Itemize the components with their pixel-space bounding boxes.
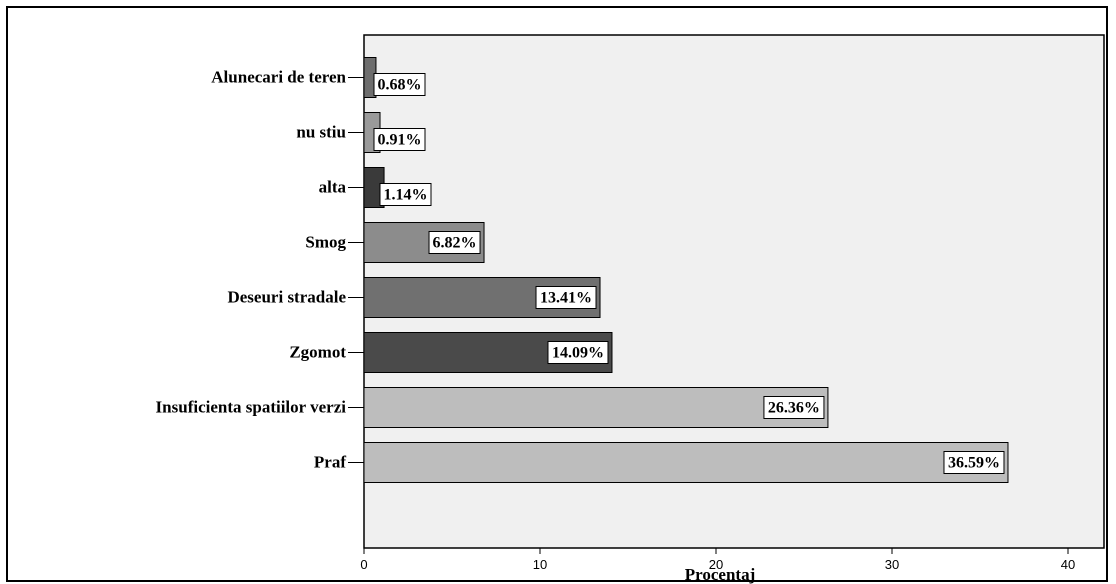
data-label-7: 36.59% xyxy=(948,455,1000,472)
category-label-3: Smog xyxy=(305,233,346,252)
category-label-6: Insuficienta spatiilor verzi xyxy=(156,398,347,417)
category-labels-layer: Alunecari de teren nu stiu alta Smog Deseuri… xyxy=(156,68,364,472)
data-label-2: 1.14% xyxy=(384,187,428,204)
x-tick-label-0: 0 xyxy=(360,557,367,572)
category-label-4: Deseuri stradale xyxy=(227,288,346,307)
data-label-4: 13.41% xyxy=(540,290,592,307)
x-ticks-layer: 0 10 20 30 40 xyxy=(360,548,1075,572)
category-label-1: nu stiu xyxy=(296,123,346,142)
data-label-6: 26.36% xyxy=(768,400,820,417)
x-tick-label-3: 30 xyxy=(885,557,899,572)
data-label-box-4 xyxy=(535,286,597,309)
x-axis-title: Procentaj xyxy=(685,565,756,584)
data-label-box-1 xyxy=(373,128,426,151)
data-label-5: 14.09% xyxy=(552,345,604,362)
data-label-1: 0.91% xyxy=(378,132,422,149)
category-label-0: Alunecari de teren xyxy=(211,68,346,87)
data-label-0: 0.68% xyxy=(378,77,422,94)
data-label-box-2 xyxy=(379,183,432,206)
x-tick-label-2: 20 xyxy=(709,557,723,572)
x-tick-label-4: 40 xyxy=(1061,557,1075,572)
data-label-box-5 xyxy=(547,341,609,364)
category-label-5: Zgomot xyxy=(289,343,346,362)
data-label-box-0 xyxy=(373,73,426,96)
bar-7 xyxy=(363,442,1009,483)
x-tick-label-1: 10 xyxy=(533,557,547,572)
category-label-2: alta xyxy=(319,178,347,197)
data-label-box-6 xyxy=(763,396,825,419)
bar-6 xyxy=(363,387,829,428)
data-labels-layer: 0.68% 0.91% 1.14% 6.82% 13.41% 14.09% 26.36% 36… xyxy=(373,73,1005,474)
data-label-3: 6.82% xyxy=(433,235,477,252)
category-label-7: Praf xyxy=(314,453,346,472)
data-label-box-3 xyxy=(428,231,481,254)
bars-layer xyxy=(363,57,1009,483)
data-label-box-7 xyxy=(943,451,1005,474)
